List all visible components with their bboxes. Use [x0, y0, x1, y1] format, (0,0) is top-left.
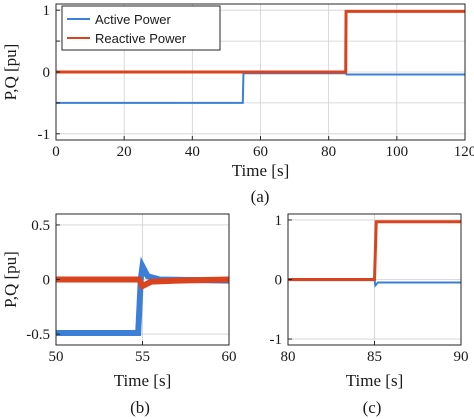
panel-caption: (c) [363, 398, 382, 417]
y-tick-label: -1 [270, 332, 283, 348]
series-line-reactive-power [288, 220, 461, 281]
panel-b: 50 55 60 -0.5 0 0.5 Time [s] P,Q [pu] (b) [1, 213, 237, 417]
x-tick-label: 90 [454, 349, 469, 365]
x-tick-label: 100 [386, 144, 409, 160]
x-tick-label: 120 [454, 144, 474, 160]
y-tick-label: 0.5 [31, 218, 50, 234]
y-tick-label: -1 [38, 127, 51, 143]
series-group-b [56, 256, 229, 336]
y-tick-label: -0.5 [26, 327, 50, 343]
x-axis-label: Time [s] [346, 371, 403, 390]
legend-box [61, 5, 221, 51]
legend: Active Power Reactive Power [61, 5, 221, 51]
panel-caption: (a) [251, 187, 270, 206]
series-group-a [56, 9, 465, 104]
x-tick-label: 40 [185, 144, 200, 160]
y-axis-label: P,Q [pu] [1, 44, 20, 101]
y-tick-label: 0 [43, 65, 51, 81]
legend-label: Reactive Power [95, 31, 187, 46]
y-tick-label: 0 [275, 273, 283, 289]
x-tick-label: 60 [253, 144, 268, 160]
panel-c: 80 85 90 -1 0 1 Time [s] (c) [270, 213, 469, 417]
panel-caption: (b) [130, 398, 150, 417]
series-line-reactive-power [56, 276, 229, 291]
x-axis-label: Time [s] [232, 161, 289, 180]
y-axis-label: P,Q [pu] [1, 251, 20, 308]
x-tick-label: 85 [367, 349, 382, 365]
y-tick-label: 1 [43, 3, 51, 19]
x-tick-label: 55 [135, 349, 150, 365]
y-tick-label: 1 [275, 213, 283, 229]
series-group-c [288, 220, 461, 288]
x-tick-label: 80 [281, 349, 296, 365]
x-tick-label: 60 [222, 349, 237, 365]
x-tick-label: 80 [321, 144, 336, 160]
y-tick-label: 0 [43, 273, 51, 289]
x-tick-label: 50 [49, 349, 64, 365]
x-tick-label: 0 [52, 144, 60, 160]
legend-label: Active Power [95, 12, 172, 27]
x-axis-label: Time [s] [114, 371, 171, 390]
x-tick-label: 20 [117, 144, 132, 160]
series-line-reactive-power [56, 9, 465, 74]
